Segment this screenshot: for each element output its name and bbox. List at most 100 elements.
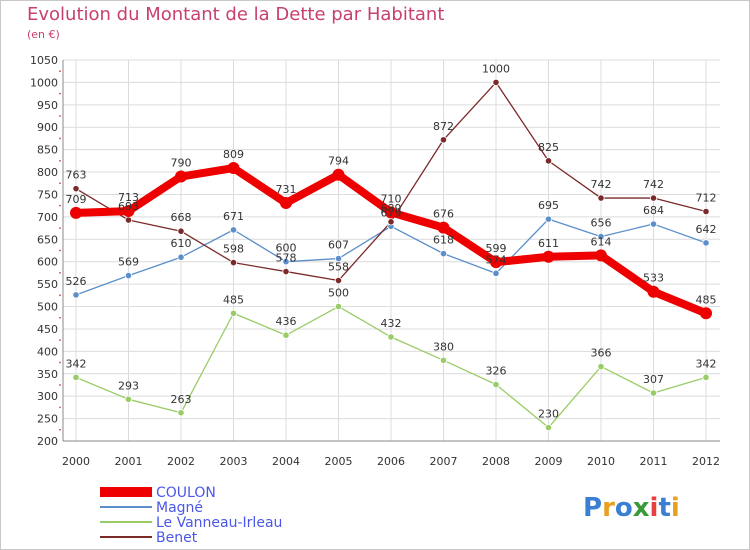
- data-point: [597, 362, 605, 371]
- x-tick-label: 2007: [430, 455, 458, 468]
- data-label: 679: [381, 206, 402, 219]
- data-point: [177, 409, 185, 417]
- data-point: [492, 380, 500, 389]
- data-point: [439, 136, 448, 144]
- data-label: 526: [66, 275, 87, 288]
- data-label: 684: [643, 204, 664, 217]
- y-tick-label: 950: [37, 99, 58, 112]
- data-point: [702, 207, 710, 216]
- proxiti-logo: Proxiti: [583, 493, 680, 523]
- data-label: 230: [538, 408, 559, 421]
- legend-label: COULON: [156, 485, 216, 501]
- chart-subtitle: (en €): [27, 28, 60, 41]
- data-label: 574: [486, 253, 507, 266]
- data-label: 569: [118, 256, 139, 269]
- data-point: [122, 205, 135, 218]
- x-tick-label: 2008: [482, 455, 510, 468]
- y-tick-label: 600: [37, 256, 58, 269]
- data-point: [124, 216, 133, 224]
- y-minor-tick: [59, 249, 61, 252]
- data-label: 600: [276, 242, 297, 255]
- data-label: 710: [381, 192, 402, 205]
- data-label: 500: [328, 287, 349, 300]
- y-minor-tick: [59, 384, 61, 386]
- y-tick-label: 750: [37, 188, 58, 201]
- data-label: 872: [433, 120, 454, 133]
- legend-label: Benet: [156, 530, 198, 546]
- legend-label: Le Vanneau-Irleau: [156, 515, 282, 531]
- data-point: [280, 196, 292, 209]
- data-label: 794: [328, 155, 349, 168]
- y-tick-label: 350: [37, 368, 58, 381]
- y-tick-label: 550: [37, 278, 58, 291]
- data-label: 709: [66, 193, 87, 206]
- data-point: [649, 389, 658, 397]
- data-point: [72, 291, 80, 299]
- data-label: 742: [591, 178, 612, 191]
- data-point: [282, 331, 290, 339]
- y-minor-tick: [59, 182, 61, 185]
- x-tick-label: 2005: [325, 455, 353, 468]
- data-point: [492, 269, 500, 277]
- y-minor-tick: [59, 227, 61, 229]
- data-point: [72, 373, 80, 381]
- data-point: [595, 249, 607, 262]
- data-point: [542, 250, 555, 263]
- data-label: 825: [538, 141, 559, 154]
- data-point: [124, 272, 133, 280]
- data-point: [229, 259, 238, 267]
- data-label: 326: [486, 365, 507, 378]
- data-label: 599: [486, 242, 507, 255]
- data-point: [177, 227, 185, 235]
- data-point: [387, 333, 395, 341]
- legend-swatch-COULON: [100, 487, 152, 497]
- data-label: 763: [66, 169, 87, 182]
- data-point: [597, 233, 605, 241]
- data-point: [229, 226, 238, 234]
- data-label: 656: [591, 217, 612, 230]
- y-minor-tick: [59, 316, 61, 319]
- data-point: [544, 215, 553, 223]
- svg-text:Proxiti: Proxiti: [583, 493, 680, 523]
- x-tick-label: 2004: [272, 455, 300, 468]
- data-label: 485: [223, 293, 244, 306]
- data-point: [282, 258, 290, 266]
- data-label: 712: [696, 192, 717, 205]
- data-point: [334, 276, 343, 285]
- x-tick-label: 2001: [115, 455, 143, 468]
- data-point: [649, 194, 658, 202]
- chart-title: Evolution du Montant de la Dette par Hab…: [27, 4, 445, 25]
- y-minor-tick: [59, 115, 61, 117]
- x-tick-label: 2011: [640, 455, 668, 468]
- data-label: 695: [538, 199, 559, 212]
- data-point: [175, 170, 187, 183]
- data-point: [229, 309, 238, 317]
- y-tick-label: 450: [37, 323, 58, 336]
- data-label: 485: [696, 293, 717, 306]
- data-point: [437, 221, 450, 234]
- data-label: 1000: [482, 62, 510, 75]
- data-point: [177, 253, 185, 261]
- data-point: [597, 194, 605, 202]
- data-label: 790: [171, 157, 192, 170]
- data-label: 293: [118, 379, 139, 392]
- y-tick-label: 200: [37, 435, 58, 448]
- y-minor-tick: [59, 137, 61, 140]
- data-point: [227, 162, 240, 175]
- y-tick-label: 850: [37, 144, 58, 157]
- data-point: [490, 256, 502, 269]
- data-label: 731: [276, 183, 297, 196]
- data-point: [334, 302, 343, 311]
- data-label: 742: [643, 178, 664, 191]
- y-tick-label: 900: [37, 121, 58, 134]
- data-point: [544, 423, 553, 432]
- data-point: [544, 157, 553, 165]
- y-tick-label: 1050: [30, 54, 58, 67]
- data-label: 436: [276, 315, 297, 328]
- data-point: [439, 250, 448, 258]
- data-label: 809: [223, 148, 244, 161]
- y-minor-tick: [59, 339, 61, 342]
- data-point: [647, 285, 660, 298]
- data-label: 689: [381, 202, 402, 215]
- data-label: 610: [171, 237, 192, 250]
